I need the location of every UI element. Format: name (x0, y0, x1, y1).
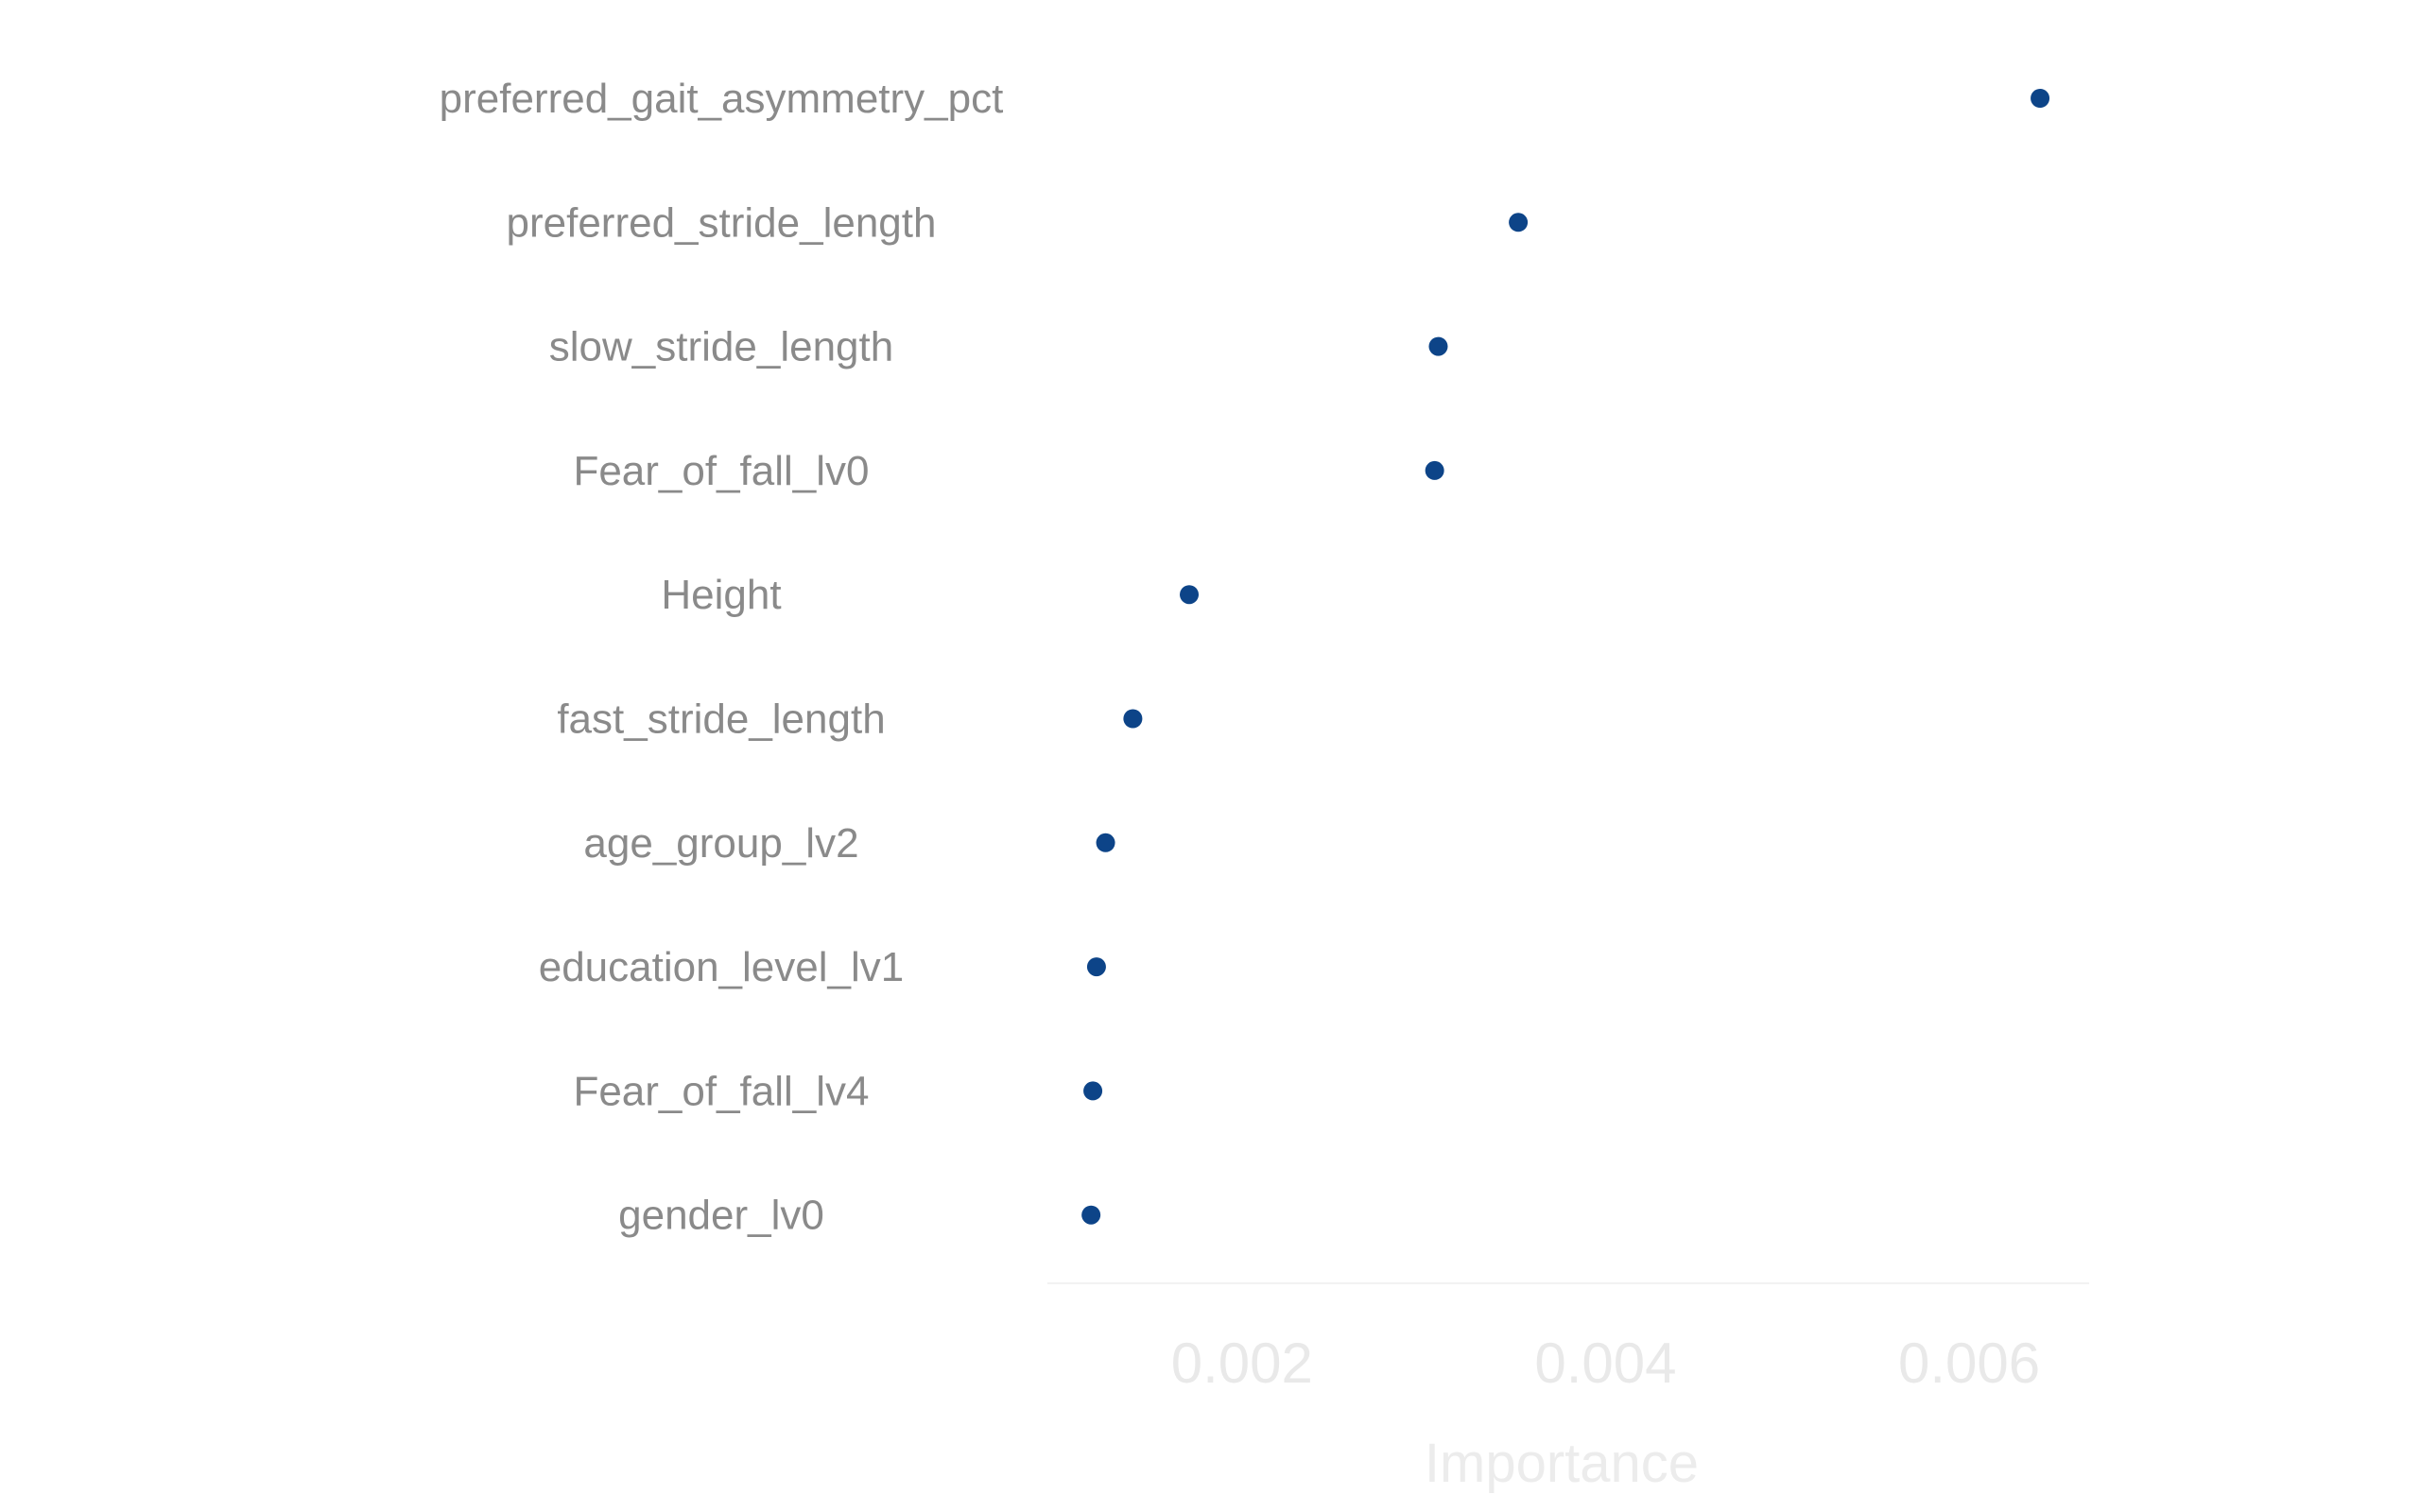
category-label: Height (661, 572, 781, 618)
data-points (1081, 89, 2050, 1225)
category-label: age_group_lv2 (583, 820, 858, 867)
category-label: preferred_stride_length (507, 199, 937, 246)
data-point (1428, 336, 1448, 356)
data-point (1509, 213, 1529, 232)
category-label: preferred_gait_asymmetry_pct (440, 76, 1004, 122)
data-point (1180, 585, 1200, 605)
category-label: Fear_of_fall_lv0 (573, 448, 869, 494)
data-point (1123, 709, 1143, 729)
category-labels: preferred_gait_asymmetry_pct preferred_st… (440, 76, 1004, 1239)
x-tick-label: 0.002 (1171, 1332, 1313, 1395)
category-label: fast_stride_length (557, 696, 885, 743)
data-point (2031, 89, 2050, 108)
x-tick-label: 0.006 (1898, 1332, 2040, 1395)
data-point (1081, 1205, 1101, 1225)
data-point (1086, 957, 1106, 977)
category-label: slow_stride_length (549, 324, 893, 370)
data-point (1096, 833, 1115, 852)
x-tick-labels: 0.002 0.004 0.006 (1171, 1332, 2040, 1395)
data-point (1425, 460, 1444, 480)
category-label: Fear_of_fall_lv4 (573, 1068, 869, 1114)
category-label: gender_lv0 (618, 1193, 824, 1239)
category-label: education_level_lv1 (539, 944, 905, 990)
data-point (1083, 1081, 1103, 1101)
x-tick-label: 0.004 (1534, 1332, 1676, 1395)
x-axis-title: Importance (1425, 1433, 1699, 1494)
